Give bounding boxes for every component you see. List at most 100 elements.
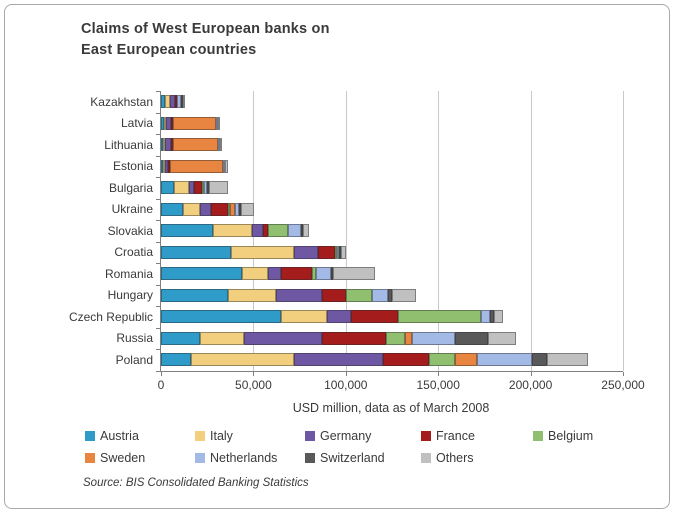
bar-segment xyxy=(171,138,174,151)
bar-segment xyxy=(428,353,455,366)
bar-segment xyxy=(340,245,347,259)
bar-segment xyxy=(210,202,228,216)
bar-segment xyxy=(229,202,236,216)
bar-segment xyxy=(194,181,202,194)
bar-segment xyxy=(332,267,376,280)
x-axis-tick-label: 150,000 xyxy=(416,377,460,392)
y-axis-tick xyxy=(156,198,160,200)
y-axis-category-label: Ukraine xyxy=(111,202,153,217)
bar-segment xyxy=(321,331,387,345)
gridline xyxy=(345,91,347,371)
legend-swatch xyxy=(195,453,205,463)
legend-swatch xyxy=(195,431,205,441)
bar-segment xyxy=(301,224,304,237)
legend-item: Germany xyxy=(305,429,421,443)
bar-row xyxy=(161,177,623,199)
y-axis-category-label: Lithuania xyxy=(104,137,153,152)
bar-segment xyxy=(169,159,224,173)
y-axis-category-label: Bulgaria xyxy=(108,180,153,195)
bar-segment xyxy=(238,202,241,216)
chart-title-line1: Claims of West European banks on xyxy=(81,21,330,37)
legend-label: Sweden xyxy=(100,451,146,465)
bar-segment xyxy=(188,181,195,194)
bar-segment xyxy=(231,245,295,259)
bar-segment xyxy=(161,310,282,323)
bar-segment xyxy=(454,331,489,345)
bar-segment xyxy=(338,245,341,259)
y-axis-tick xyxy=(156,220,160,221)
bar-segment xyxy=(163,138,165,151)
y-axis-category-label: Romania xyxy=(104,266,153,281)
bar-segment xyxy=(242,267,269,280)
source-note: Source: BIS Consolidated Banking Statist… xyxy=(83,477,309,489)
bar-segment xyxy=(203,181,208,194)
legend-label: Italy xyxy=(210,429,233,443)
plot-area: 0 50,000 100,000 150,000 200,000 250,000 xyxy=(156,91,645,392)
stacked-bar xyxy=(161,116,623,130)
stacked-bar xyxy=(161,224,623,237)
y-axis-category-label: Latvia xyxy=(120,116,153,131)
bar-segment xyxy=(161,245,232,259)
bar-segment xyxy=(312,267,317,280)
bar-segment xyxy=(223,159,226,173)
bar-segment xyxy=(173,116,216,130)
chart-body: Kazakhstan Latvia Lithuania Estonia Bulgaria… xyxy=(21,91,645,392)
bar-segment xyxy=(404,331,413,345)
bar-segment xyxy=(268,224,289,237)
bar-segment xyxy=(161,95,165,108)
bar-segment xyxy=(391,288,416,302)
bar-segment xyxy=(288,224,302,237)
bar-segment xyxy=(217,138,220,151)
bar-segment xyxy=(275,288,322,302)
bar-row xyxy=(161,328,623,350)
y-axis-tick xyxy=(156,284,160,286)
bar-segment xyxy=(161,138,163,151)
bar-row xyxy=(161,285,623,307)
bar-segment xyxy=(180,95,183,108)
bar-segment xyxy=(294,353,383,366)
bar-segment xyxy=(165,159,168,173)
bar-segment xyxy=(165,116,172,130)
bar-segment xyxy=(371,288,389,302)
bar-segment xyxy=(351,310,398,323)
bar-row xyxy=(161,349,623,371)
bar-segment xyxy=(244,331,322,345)
legend-label: Belgium xyxy=(548,429,594,443)
gridline xyxy=(530,91,532,371)
bar-segment xyxy=(251,224,263,237)
chart-title: Claims of West European banks on East Eu… xyxy=(81,19,330,61)
y-axis-category-label: Czech Republic xyxy=(68,309,153,324)
bar-segment xyxy=(227,202,230,216)
bar-row xyxy=(161,263,623,285)
legend-label: France xyxy=(436,429,475,443)
legend-swatch xyxy=(533,431,543,441)
bar-row xyxy=(161,199,623,221)
bar-segment xyxy=(240,202,254,216)
y-axis-tick xyxy=(156,370,160,372)
legend-item: Austria xyxy=(85,429,195,443)
x-axis-tick xyxy=(438,371,440,376)
legend-item: Belgium xyxy=(533,429,593,443)
legend-swatch xyxy=(421,431,431,441)
stacked-bar xyxy=(161,95,623,108)
stacked-bar xyxy=(161,245,623,259)
bar-segment xyxy=(493,310,503,323)
bar-row xyxy=(161,113,623,135)
bar-segment xyxy=(386,331,405,345)
y-axis-category-label: Croatia xyxy=(114,245,153,260)
bar-segment xyxy=(281,267,313,280)
y-axis-category-label: Hungary xyxy=(107,288,153,303)
y-axis-tick xyxy=(156,306,160,307)
legend-label: Switzerland xyxy=(320,451,385,465)
bar-segment xyxy=(212,224,252,237)
y-axis-tick xyxy=(156,177,160,178)
y-axis-tick xyxy=(156,327,160,329)
bar-segment xyxy=(327,310,352,323)
bar-segment xyxy=(161,288,228,302)
bar-segment xyxy=(488,331,516,345)
y-axis-tick xyxy=(156,134,160,135)
bar-segment xyxy=(173,181,189,194)
bar-segment xyxy=(161,116,164,130)
stacked-bar xyxy=(161,353,623,366)
bar-segment xyxy=(262,224,269,237)
